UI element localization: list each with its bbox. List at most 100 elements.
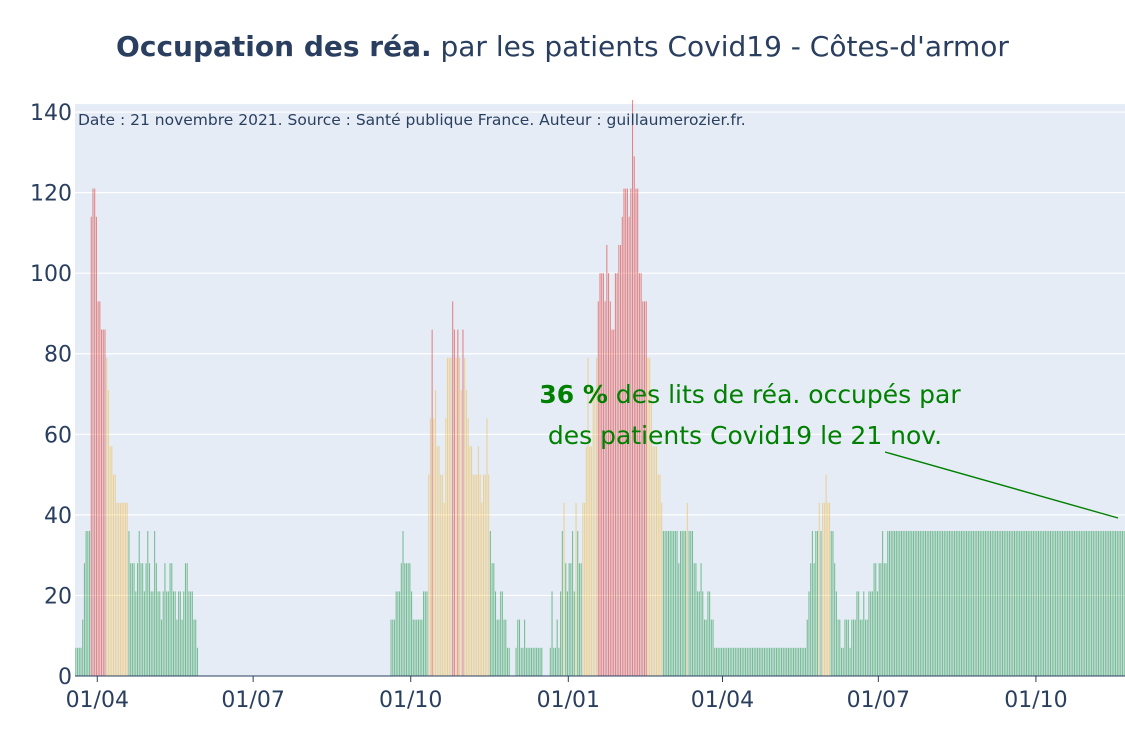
bar (906, 530, 908, 676)
bar (447, 357, 449, 676)
bar (858, 591, 860, 676)
bar (393, 619, 395, 676)
bar (763, 647, 765, 676)
bar (572, 530, 574, 676)
bar (573, 591, 575, 676)
bar (787, 647, 789, 676)
bar (918, 530, 920, 676)
bar (75, 647, 77, 676)
bar (488, 474, 490, 676)
bar (762, 647, 764, 676)
bar (861, 619, 863, 676)
x-axis: 01/04 01/07 01/10 01/01 01/04 01/07 01/10 (66, 676, 1068, 713)
bar (774, 647, 776, 676)
bar (655, 446, 658, 676)
bar (952, 530, 954, 676)
bar (1055, 530, 1057, 676)
bar (813, 563, 815, 676)
x-tick-label: 01/10 (379, 688, 442, 713)
bar (102, 329, 104, 676)
bar (553, 647, 555, 676)
bar (404, 563, 406, 676)
bar (118, 502, 120, 676)
bar (854, 619, 856, 676)
y-tick-label: 40 (44, 504, 72, 529)
bar (769, 647, 771, 676)
bar (489, 530, 491, 676)
bar (431, 329, 433, 676)
bar (983, 530, 985, 676)
bar (947, 530, 949, 676)
bar (1103, 530, 1105, 676)
bar (806, 619, 808, 676)
bar (955, 530, 957, 676)
bar (1080, 530, 1082, 676)
bar (570, 563, 572, 676)
bar (825, 474, 827, 676)
bar (618, 244, 620, 677)
bar (195, 619, 197, 676)
bar (811, 530, 813, 676)
bar (852, 619, 855, 676)
bar (582, 502, 584, 676)
bar (719, 647, 721, 676)
bar (733, 647, 735, 676)
bar (1120, 530, 1122, 676)
bar (1118, 530, 1120, 676)
bar (424, 591, 426, 676)
bar (842, 647, 844, 676)
bar (1002, 530, 1004, 676)
bar (1077, 530, 1079, 676)
bar (1109, 530, 1111, 676)
bar (777, 647, 779, 676)
bar (184, 563, 187, 676)
bar (133, 563, 135, 676)
bar (899, 530, 901, 676)
bar (491, 563, 493, 676)
bar (626, 188, 628, 676)
bar (131, 563, 133, 676)
bar (1044, 530, 1046, 676)
bar (808, 591, 810, 676)
bar (405, 563, 407, 676)
bar (1029, 530, 1031, 676)
bar (837, 619, 839, 676)
bar (1085, 530, 1087, 676)
bar (909, 530, 911, 676)
bar (172, 591, 175, 676)
bar (1031, 530, 1033, 676)
bar (608, 273, 610, 676)
bar (1025, 530, 1028, 676)
bar (399, 591, 401, 676)
bar (820, 530, 822, 676)
bar (661, 502, 663, 676)
bar (950, 530, 952, 676)
bar (429, 418, 431, 676)
bar (988, 530, 990, 676)
bar (751, 647, 753, 676)
bar (907, 530, 909, 676)
bar (1027, 530, 1029, 676)
bar (1013, 530, 1016, 676)
bar (817, 530, 819, 676)
bar (433, 418, 435, 676)
bar (724, 647, 726, 676)
bar (650, 390, 652, 676)
bar (472, 474, 474, 676)
bar (1015, 530, 1017, 676)
bar (558, 647, 560, 676)
bar (654, 446, 656, 676)
bar (839, 619, 841, 676)
bar (1067, 530, 1069, 676)
bar (186, 563, 188, 676)
bar (123, 502, 125, 676)
annotation-percent: 36 % (539, 380, 608, 409)
bar (637, 188, 639, 676)
bar (690, 530, 692, 676)
bar (1012, 530, 1014, 676)
bar (633, 156, 635, 676)
bar (417, 619, 419, 676)
bar (484, 474, 486, 676)
bar (793, 647, 795, 676)
